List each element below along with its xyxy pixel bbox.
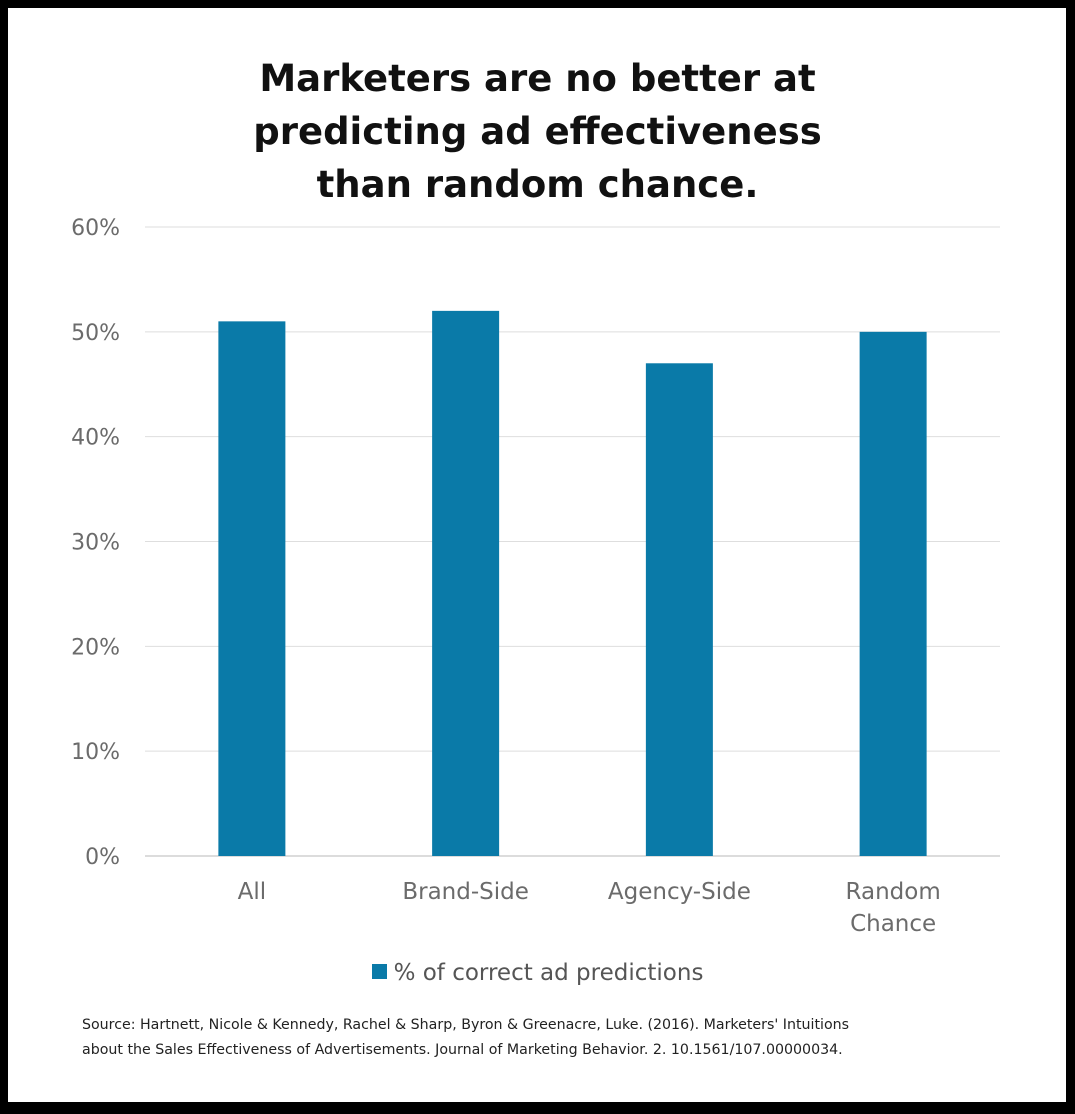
x-category-label: Agency-Side bbox=[608, 879, 751, 905]
chart-title-line: Marketers are no better at bbox=[259, 57, 816, 100]
legend-label: % of correct ad predictions bbox=[393, 960, 704, 986]
y-tick-label: 50% bbox=[71, 321, 120, 346]
x-category-label: Brand-Side bbox=[402, 879, 529, 905]
y-tick-label: 0% bbox=[85, 845, 120, 870]
y-tick-label: 40% bbox=[71, 426, 120, 451]
y-tick-label: 10% bbox=[71, 740, 120, 765]
legend: % of correct ad predictions bbox=[0, 958, 1075, 988]
bar bbox=[859, 331, 927, 856]
y-tick-label: 30% bbox=[71, 531, 120, 556]
source-citation: Source: Hartnett, Nicole & Kennedy, Rach… bbox=[82, 1013, 1022, 1063]
x-category-label: All bbox=[238, 879, 267, 905]
bar bbox=[432, 310, 500, 856]
bars bbox=[218, 310, 927, 857]
y-tick-label: 60% bbox=[71, 216, 120, 241]
source-line: Source: Hartnett, Nicole & Kennedy, Rach… bbox=[82, 1017, 850, 1033]
legend-swatch bbox=[371, 964, 387, 979]
gridlines bbox=[145, 226, 1000, 857]
chart-title: Marketers are no better at predicting ad… bbox=[0, 52, 1075, 211]
x-axis-category-labels: All Brand-Side Agency-Side Random Chance bbox=[238, 879, 941, 937]
y-axis-tick-labels: 0% 10% 20% 30% 40% 50% 60% bbox=[71, 216, 120, 870]
y-tick-label: 20% bbox=[71, 635, 120, 660]
x-category-label: Random Chance bbox=[846, 879, 941, 937]
bar bbox=[645, 363, 713, 856]
bar bbox=[218, 321, 286, 857]
source-line: about the Sales Effectiveness of Adverti… bbox=[82, 1042, 843, 1058]
chart-title-line: than random chance. bbox=[316, 163, 759, 206]
chart-title-line: predicting ad effectiveness bbox=[253, 110, 822, 153]
